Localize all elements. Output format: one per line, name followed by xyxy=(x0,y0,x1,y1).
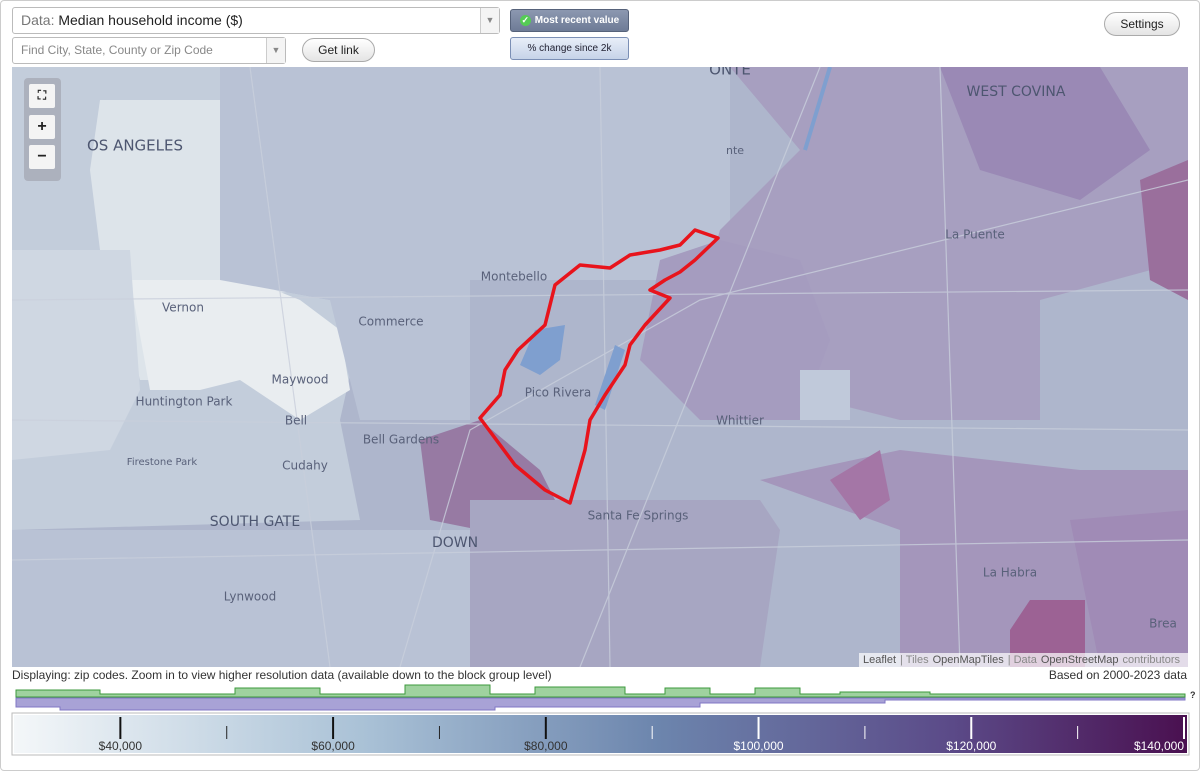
map[interactable]: ONTE WEST COVINA OS ANGELES nte La Puente Mon… xyxy=(12,67,1188,667)
road xyxy=(599,67,611,667)
roads xyxy=(12,67,1188,667)
place-label: SOUTH GATE xyxy=(210,514,300,530)
search-placeholder: Find City, State, County or Zip Code xyxy=(21,43,213,57)
attribution-part[interactable]: OpenStreetMap xyxy=(1040,654,1119,666)
region xyxy=(830,450,890,520)
attribution-part: | Data xyxy=(1007,654,1037,666)
attribution: Leaflet | Tiles OpenMapTiles | Data OpenStre… xyxy=(859,653,1188,667)
river xyxy=(803,67,832,151)
place-label: DOWN xyxy=(432,535,478,551)
map-canvas: ONTE WEST COVINA OS ANGELES nte La Puente Mon… xyxy=(12,67,1188,667)
place-label: Firestone Park xyxy=(127,457,198,468)
region xyxy=(800,370,850,420)
zoom-out-button[interactable]: − xyxy=(29,145,55,169)
place-label: Commerce xyxy=(358,315,423,329)
place-label: La Puente xyxy=(945,228,1005,242)
attribution-part: contributors xyxy=(1122,654,1180,666)
place-label: Maywood xyxy=(272,373,329,387)
selected-boundary xyxy=(478,228,720,505)
region xyxy=(940,67,1150,200)
data-select[interactable]: Data: Median household income ($) ▼ xyxy=(12,7,500,34)
place-label: Huntington Park xyxy=(136,395,233,409)
road xyxy=(12,539,1188,561)
road xyxy=(579,67,821,667)
zoom-in-button[interactable]: + xyxy=(29,115,55,139)
region xyxy=(1070,510,1188,667)
attribution-part[interactable]: Leaflet xyxy=(863,654,897,666)
select-value: Median household income ($) xyxy=(58,12,243,28)
river xyxy=(595,345,625,410)
road xyxy=(939,67,961,667)
data-range-text: Based on 2000-2023 data xyxy=(1048,668,1187,682)
search-box[interactable]: Find City, State, County or Zip Code ▼ xyxy=(12,37,286,64)
region xyxy=(640,240,830,420)
road xyxy=(399,179,1188,667)
search-arrow: ▼ xyxy=(266,38,285,63)
region xyxy=(1140,160,1188,300)
place-label: Vernon xyxy=(162,301,204,315)
region xyxy=(470,500,780,667)
place-label: Bell xyxy=(285,414,307,428)
road xyxy=(12,289,1188,301)
region xyxy=(220,67,730,420)
get-link-button[interactable]: Get link xyxy=(302,38,375,62)
status-text: Displaying: zip codes. Zoom in to view h… xyxy=(12,668,552,682)
place-label: Pico Rivera xyxy=(525,386,592,400)
region xyxy=(12,250,140,460)
attribution-part: | Tiles xyxy=(900,654,929,666)
check-icon: ✓ xyxy=(519,14,531,26)
most-recent-label: Most recent value xyxy=(534,15,620,26)
region xyxy=(12,530,470,667)
river xyxy=(520,325,565,375)
fullscreen-button[interactable]: ⛶ xyxy=(29,84,55,108)
attribution-part[interactable]: OpenMapTiles xyxy=(932,654,1004,666)
place-label: OS ANGELES xyxy=(87,137,183,155)
place-label: Santa Fe Springs xyxy=(588,509,689,523)
place-label: La Habra xyxy=(983,566,1037,580)
place-label: Brea xyxy=(1149,617,1177,631)
select-arrow: ▼ xyxy=(480,8,499,33)
place-label: nte xyxy=(726,144,744,157)
region xyxy=(130,280,350,420)
region xyxy=(1010,600,1085,667)
place-label: WEST COVINA xyxy=(967,84,1066,100)
place-label: ONTE xyxy=(709,67,751,79)
select-prefix: Data: xyxy=(21,12,55,28)
settings-button[interactable]: Settings xyxy=(1104,12,1180,36)
percent-change-button[interactable]: % change since 2k xyxy=(510,37,629,60)
road xyxy=(249,67,331,667)
place-label: Cudahy xyxy=(282,459,328,473)
place-label: Whittier xyxy=(716,414,764,428)
road xyxy=(12,419,1188,431)
place-label: Bell Gardens xyxy=(363,433,439,447)
place-label: Lynwood xyxy=(224,590,276,604)
map-labels: ONTE WEST COVINA OS ANGELES nte La Puente Mon… xyxy=(87,67,1177,631)
place-label: Montebello xyxy=(481,270,547,284)
zoom-control: ⛶ + − xyxy=(24,78,61,181)
most-recent-button[interactable]: ✓ Most recent value xyxy=(510,9,629,32)
